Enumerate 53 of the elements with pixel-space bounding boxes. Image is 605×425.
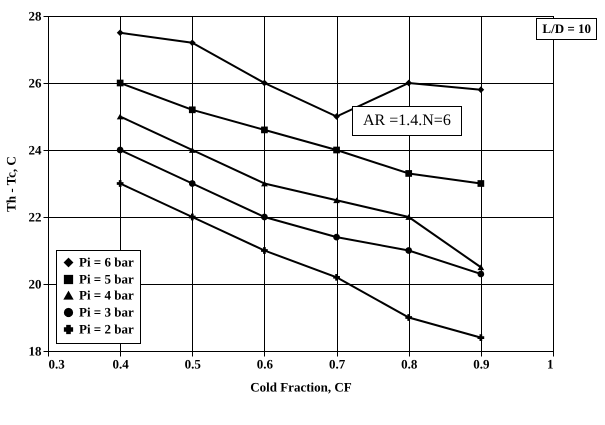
y-tick-label: 26	[28, 76, 42, 90]
point	[116, 180, 124, 187]
point	[405, 247, 412, 254]
y-axis-title: Th - Tc, C	[4, 156, 18, 212]
point	[188, 214, 196, 220]
point	[261, 126, 268, 134]
x-tick-label: 0.9	[473, 356, 490, 372]
point	[405, 314, 412, 321]
point	[116, 146, 124, 154]
point	[333, 234, 340, 240]
x-tick-label: 0.4	[112, 356, 130, 372]
point	[333, 274, 340, 281]
point	[405, 80, 412, 86]
point	[405, 170, 412, 177]
point	[188, 147, 196, 153]
point	[478, 270, 484, 278]
x-tick-label: 0.8	[401, 356, 418, 372]
point	[116, 114, 124, 120]
point	[333, 146, 340, 154]
y-tick-label: 28	[28, 8, 42, 24]
point	[261, 247, 268, 254]
x-tick-label: 1	[547, 356, 554, 372]
x-tick-label: 0.5	[184, 356, 202, 372]
x-tick-label: 0.3	[48, 356, 66, 372]
y-tick-label: 24	[28, 142, 42, 158]
x-axis-title: Cold Fraction, CF	[250, 380, 352, 394]
legend-label: Pi = 3 bar	[79, 304, 134, 320]
point	[333, 197, 340, 204]
point	[478, 264, 484, 270]
legend-label: Pi = 6 bar	[79, 254, 134, 270]
point	[261, 80, 268, 86]
point	[333, 113, 340, 120]
x-tick-label: 0.7	[328, 356, 346, 372]
legend-label: Pi = 5 bar	[79, 272, 134, 286]
note-box: L/D = 10	[536, 18, 597, 40]
y-tick-label: 20	[28, 276, 42, 292]
point	[116, 29, 124, 36]
y-tick-label: 18	[28, 344, 42, 358]
point	[188, 106, 196, 114]
point	[261, 180, 268, 186]
point	[188, 39, 196, 46]
point	[188, 180, 196, 187]
point	[478, 180, 484, 187]
point	[478, 334, 484, 341]
x-tick-label: 0.6	[256, 356, 274, 372]
note-box: AR =1.4.N=6	[352, 106, 462, 136]
legend-label: Pi = 4 bar	[79, 288, 134, 302]
point	[116, 80, 124, 86]
point	[405, 214, 412, 220]
point	[261, 214, 268, 220]
point	[478, 86, 484, 94]
legend-label: Pi = 2 bar	[79, 322, 134, 336]
y-tick-label: 22	[28, 210, 42, 224]
